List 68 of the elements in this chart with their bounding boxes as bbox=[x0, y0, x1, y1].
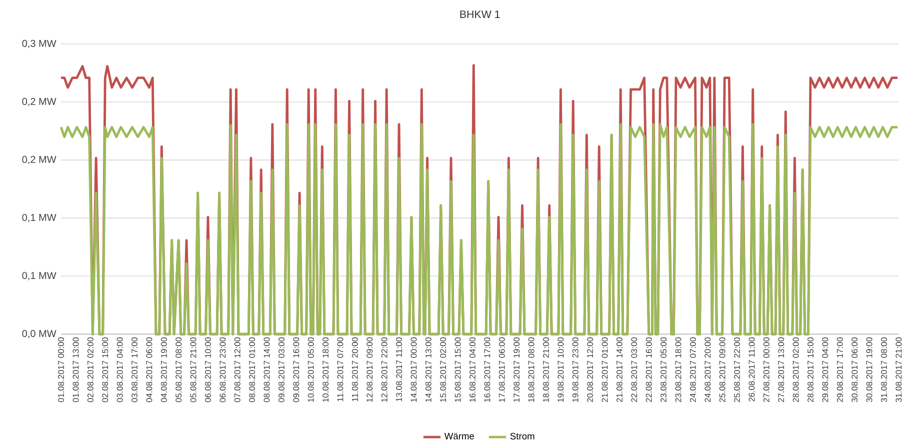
x-tick-label: 22.08.2017 03:00 bbox=[631, 337, 638, 402]
x-tick-label: 21.08.2017 01:00 bbox=[602, 337, 608, 402]
x-tick-label: 18.08.2017 21:00 bbox=[542, 337, 549, 402]
legend-label: Strom bbox=[510, 432, 534, 440]
x-tick-label: 07.08.2017 12:00 bbox=[234, 337, 240, 402]
x-tick-label: 18.08.2017 08:00 bbox=[528, 337, 534, 402]
line-series bbox=[60, 123, 899, 336]
x-tick-label: 22.08.2017 16:00 bbox=[646, 337, 652, 402]
x-tick-label: 01.08.2017 13:00 bbox=[72, 337, 79, 402]
x-tick-label: 26.08.2017 11:00 bbox=[748, 337, 755, 402]
x-tick-label: 17.08.2017 19:00 bbox=[514, 337, 520, 402]
legend-label: Wärme bbox=[444, 432, 474, 440]
x-tick-label: 05.08.2017 21:00 bbox=[190, 337, 196, 402]
x-tick-label: 04.08.2017 19:00 bbox=[160, 337, 167, 402]
x-tick-label: 01.08.2017 00:00 bbox=[58, 337, 64, 402]
x-tick-label: 30.08.2017 06:00 bbox=[852, 337, 858, 402]
x-tick-label: 02.08.2017 02:00 bbox=[87, 337, 94, 402]
x-tick-label: 19.08.2017 23:00 bbox=[572, 337, 578, 402]
x-tick-label: 06.08.2017 23:00 bbox=[220, 337, 226, 402]
x-tick-label: 11.08.2017 20:00 bbox=[352, 337, 358, 402]
x-tick-label: 08.08.2017 14:00 bbox=[264, 337, 270, 402]
x-tick-label: 24.08.2017 20:00 bbox=[704, 337, 711, 402]
x-tick-label: 10.08.2017 05:00 bbox=[308, 337, 314, 402]
x-tick-label: 03.08.2017 17:00 bbox=[132, 337, 138, 402]
x-tick-label: 23.08.2017 05:00 bbox=[660, 337, 667, 402]
x-tick-label: 19.08.2017 10:00 bbox=[558, 337, 564, 402]
x-tick-label: 30.08.2017 19:00 bbox=[866, 337, 872, 402]
x-tick-label: 25.08.2017 22:00 bbox=[734, 337, 740, 402]
x-tick-label: 08.08.2017 01:00 bbox=[249, 337, 256, 402]
x-tick-label: 27.08.2017 13:00 bbox=[778, 337, 784, 402]
x-tick-label: 03.08.2017 04:00 bbox=[116, 337, 123, 402]
x-tick-label: 21.08.2017 14:00 bbox=[616, 337, 622, 402]
y-tick-label: 0,1 MW bbox=[22, 272, 56, 280]
x-tick-label: 06.08.2017 10:00 bbox=[205, 337, 211, 402]
x-tick-label: 17.08.2017 06:00 bbox=[498, 337, 505, 402]
y-tick-label: 0,3 MW bbox=[22, 40, 56, 48]
x-tick-label: 10.08.2017 18:00 bbox=[322, 337, 329, 402]
x-tick-label: 12.08.2017 09:00 bbox=[366, 337, 373, 402]
x-tick-label: 20.08.2017 12:00 bbox=[587, 337, 594, 402]
x-tick-label: 11.08.2017 07:00 bbox=[337, 337, 344, 402]
x-tick-label: 24.08.2017 07:00 bbox=[690, 337, 696, 402]
x-tick-label: 29.08.2017 04:00 bbox=[822, 337, 828, 402]
x-tick-label: 16.08.2017 17:00 bbox=[484, 337, 490, 402]
x-tick-label: 28.08.2017 15:00 bbox=[808, 337, 814, 402]
x-tick-label: 27.08.2017 00:00 bbox=[763, 337, 770, 402]
x-tick-label: 23.08.2017 18:00 bbox=[675, 337, 682, 402]
x-tick-label: 05.08.2017 08:00 bbox=[176, 337, 182, 402]
x-tick-label: 31.08.2017 08:00 bbox=[880, 337, 887, 402]
x-tick-label: 04.08.2017 06:00 bbox=[146, 337, 152, 402]
x-tick-label: 09.08.2017 03:00 bbox=[278, 337, 284, 402]
x-tick-label: 14.08.2017 00:00 bbox=[410, 337, 417, 402]
x-tick-label: 09.08.2017 16:00 bbox=[293, 337, 300, 402]
x-tick-label: 13.08.2017 11:00 bbox=[396, 337, 402, 402]
x-tick-label: 02.08.2017 15:00 bbox=[102, 337, 108, 402]
x-tick-label: 31.08.2017 21:00 bbox=[896, 337, 902, 402]
y-tick-label: 0,0 MW bbox=[22, 330, 56, 338]
y-tick-label: 0,2 MW bbox=[22, 98, 56, 106]
y-tick-label: 0,1 MW bbox=[22, 214, 56, 222]
x-tick-label: 15.08.2017 02:00 bbox=[440, 337, 446, 402]
x-tick-label: 15.08.2017 15:00 bbox=[454, 337, 461, 402]
x-tick-label: 12.08.2017 22:00 bbox=[381, 337, 388, 402]
x-tick-label: 29.08.2017 17:00 bbox=[836, 337, 843, 402]
x-tick-label: 16.08.2017 04:00 bbox=[470, 337, 476, 402]
x-tick-label: 25.08.2017 09:00 bbox=[719, 337, 726, 402]
chart-title: BHKW 1 bbox=[460, 10, 500, 18]
y-tick-label: 0,2 MW bbox=[22, 156, 56, 164]
x-tick-label: 14.08.2017 13:00 bbox=[425, 337, 432, 402]
x-tick-label: 28.08.2017 02:00 bbox=[792, 337, 799, 402]
